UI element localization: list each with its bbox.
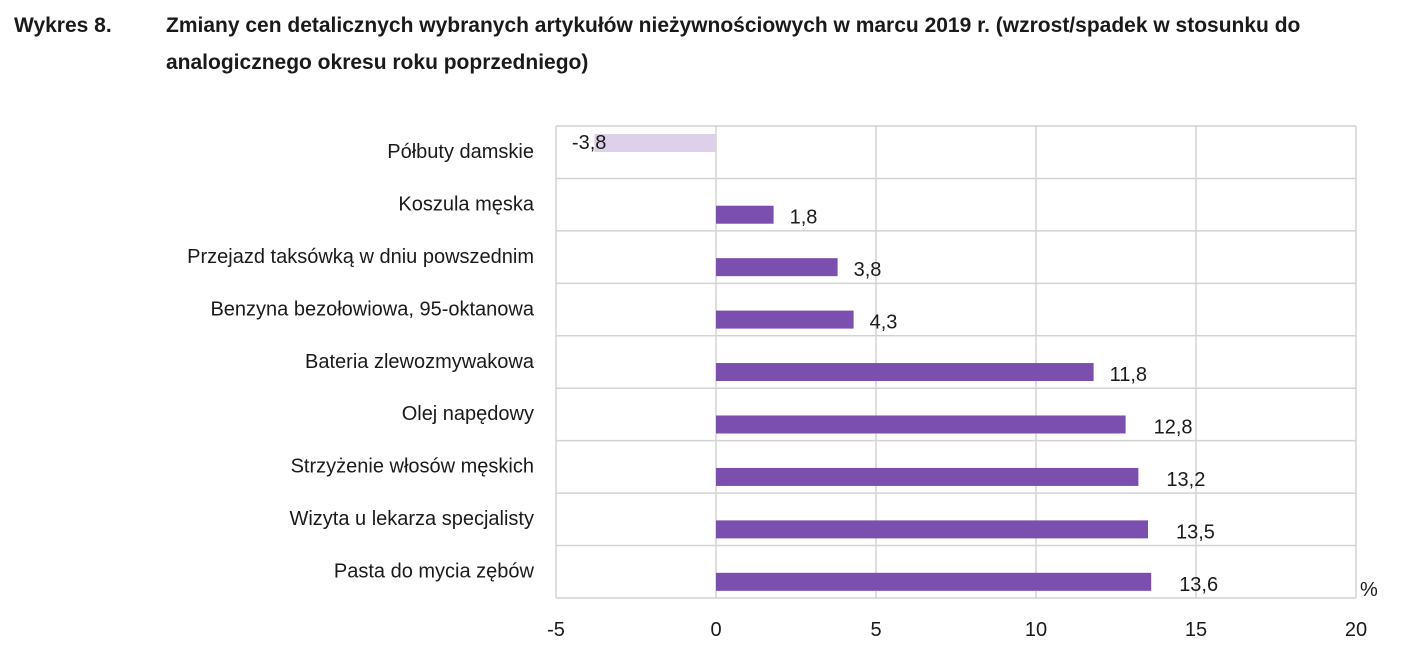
data-label: 4,3 [870,312,898,334]
bars [594,134,1152,591]
category-label: Przejazd taksówką w dniu powszednim [187,246,534,268]
category-label: Koszula męska [398,193,534,215]
bar [716,205,774,224]
category-label: Wizyta u lekarza specjalisty [289,508,534,530]
grid [555,125,1357,599]
bar [716,310,854,329]
data-label: 3,8 [854,259,882,281]
bar [716,572,1152,591]
x-tick-label: 15 [1185,619,1207,641]
x-tick-label: 5 [870,619,881,641]
data-label: -3,8 [572,132,606,154]
figure-label: Wykres 8. [14,14,112,37]
x-tick-label: -5 [547,619,565,641]
category-label: Olej napędowy [402,403,534,425]
chart-title: Zmiany cen detalicznych wybranych artyku… [166,14,1301,74]
bar [716,415,1126,434]
category-label: Półbuty damskie [387,141,534,163]
data-label: 12,8 [1154,416,1193,438]
category-label: Pasta do mycia zębów [334,561,535,583]
bar [716,467,1139,486]
bar [716,258,838,277]
data-label: 11,8 [1110,364,1147,386]
bar [716,520,1148,539]
category-label: Strzyżenie włosów męskich [291,456,534,478]
data-label: 13,5 [1176,521,1215,543]
x-tick-label: 0 [710,619,721,641]
category-label: Benzyna bezołowiowa, 95-oktanowa [210,298,534,320]
unit-label: % [1360,579,1378,601]
data-label: 13,2 [1166,469,1205,491]
data-label: 13,6 [1179,574,1218,596]
bar [594,134,716,152]
labels: -5 0 5 10 15 20 Półbuty damskie -3,8 Koszula męs… [187,132,1378,641]
x-tick-label: 10 [1025,619,1047,641]
category-label: Bateria zlewozmywakowa [305,351,535,373]
bar [716,363,1094,382]
data-label: 1,8 [790,207,818,229]
x-tick-label: 20 [1345,619,1367,641]
